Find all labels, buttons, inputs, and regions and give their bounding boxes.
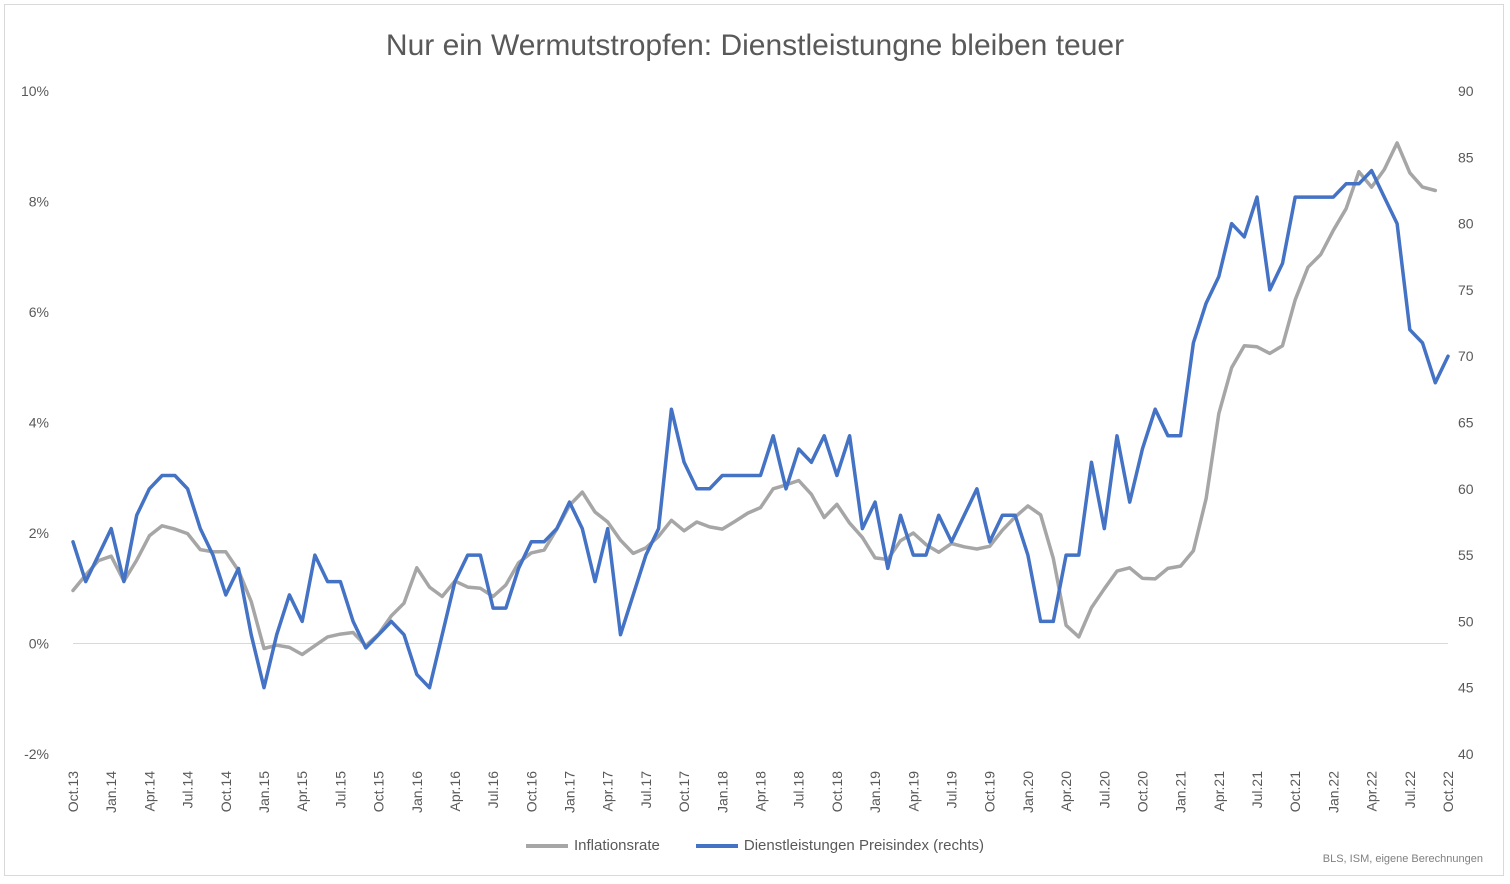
series-line-inflation [71, 141, 1438, 657]
legend-swatch-services-index [695, 843, 738, 848]
legend: Inflationsrate Dienstleistungen Preisind… [5, 837, 1505, 854]
right-axis-tick-label: 60 [1458, 481, 1474, 497]
x-axis-tick-label: Oct.16 [523, 771, 539, 812]
left-axis-tick-label: 2% [29, 525, 49, 541]
right-axis-tick-label: 65 [1458, 415, 1474, 431]
x-axis-tick-label: Apr.16 [447, 771, 463, 812]
x-axis-tick-label: Jul.20 [1096, 771, 1112, 809]
x-axis-tick-label: Jan.16 [409, 771, 425, 813]
x-axis-tick-label: Apr.15 [294, 771, 310, 812]
x-axis-tick-label: Jul.18 [791, 771, 807, 809]
x-axis-tick-label: Oct.15 [371, 771, 387, 812]
right-axis-tick-label: 90 [1458, 83, 1474, 99]
source-note: BLS, ISM, eigene Berechnungen [1322, 853, 1483, 865]
legend-label-services-index: Dienstleistungen Preisindex (rechts) [743, 837, 984, 854]
x-axis-tick-label: Oct.22 [1440, 771, 1456, 812]
x-axis-tick-label: Oct.18 [829, 771, 845, 812]
left-axis-tick-label: 0% [29, 636, 49, 652]
x-axis-tick-label: Jul.21 [1249, 771, 1265, 809]
x-axis-tick-label: Jul.22 [1402, 771, 1418, 809]
right-axis-tick-label: 70 [1458, 348, 1474, 364]
x-axis-tick-label: Jul.14 [180, 771, 196, 809]
x-axis-tick-label: Jan.17 [562, 771, 578, 813]
x-axis-tick-label: Apr.21 [1211, 771, 1227, 812]
x-axis-tick-label: Oct.13 [65, 771, 81, 812]
line-chart: -2% 0% 2% 4% 6% 8% 10% 40 45 50 55 60 65 70 75 80 85 90 Oc… [21, 83, 1474, 813]
legend-swatch-inflation [525, 843, 568, 848]
left-axis-tick-label: 4% [29, 415, 49, 431]
right-axis-tick-label: 40 [1458, 746, 1474, 762]
x-axis-tick-label: Jul.15 [332, 771, 348, 809]
x-axis-tick-label: Jan.20 [1020, 771, 1036, 813]
left-axis-tick-label: 10% [21, 83, 49, 99]
x-axis-tick-label: Jul.17 [638, 771, 654, 809]
x-axis-tick-label: Apr.20 [1058, 771, 1074, 812]
x-axis-tick-label: Apr.14 [141, 771, 157, 812]
legend-item-services-index[interactable]: Dienstleistungen Preisindex (rechts) [695, 837, 984, 854]
x-axis-tick-label: Jan.21 [1173, 771, 1189, 813]
chart-title: Nur ein Wermutstropfen: Dienstleistungne… [385, 29, 1125, 62]
x-axis-tick-label: Apr.19 [905, 771, 921, 812]
x-axis-tick-label: Oct.14 [218, 771, 234, 812]
x-axis-tick-label: Jan.15 [256, 771, 272, 813]
left-axis-tick-label: -2% [24, 746, 49, 762]
x-axis-tick-label: Apr.18 [753, 771, 769, 812]
x-axis-tick-label: Jul.19 [943, 771, 959, 809]
right-axis-tick-label: 75 [1458, 282, 1474, 298]
left-axis-tick-label: 8% [29, 194, 49, 210]
x-axis-tick-label: Jan.19 [867, 771, 883, 813]
legend-item-inflation[interactable]: Inflationsrate [525, 837, 660, 854]
series-line-services-index [71, 168, 1450, 690]
x-axis-tick-label: Oct.20 [1134, 771, 1150, 812]
x-axis-tick-label: Apr.17 [600, 771, 616, 812]
x-axis-tick-label: Jan.18 [714, 771, 730, 813]
right-axis-tick-label: 55 [1458, 547, 1474, 563]
left-axis-tick-label: 6% [29, 304, 49, 320]
x-axis-tick-label: Oct.19 [982, 771, 998, 812]
legend-label-inflation: Inflationsrate [573, 837, 660, 854]
right-axis-tick-label: 80 [1458, 216, 1474, 232]
right-axis-tick-label: 85 [1458, 149, 1474, 165]
chart-frame: Nur ein Wermutstropfen: Dienstleistungne… [4, 4, 1504, 876]
x-axis-tick-label: Jan.22 [1325, 771, 1341, 813]
x-axis-tick-label: Jan.14 [103, 771, 119, 813]
right-axis-tick-label: 45 [1458, 680, 1474, 696]
right-axis-tick-label: 50 [1458, 613, 1474, 629]
x-axis-tick-label: Oct.17 [676, 771, 692, 812]
x-axis-tick-label: Apr.22 [1364, 771, 1380, 812]
x-axis-tick-label: Oct.21 [1287, 771, 1303, 812]
x-axis-tick-label: Jul.16 [485, 771, 501, 809]
